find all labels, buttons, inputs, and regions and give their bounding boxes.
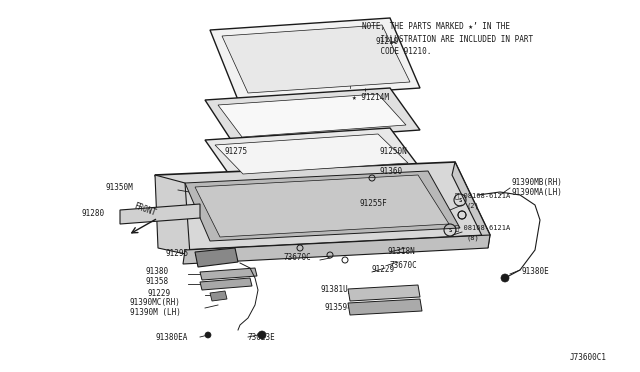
Text: 91250N: 91250N <box>380 148 408 157</box>
Text: (8): (8) <box>466 235 479 241</box>
Text: 91210: 91210 <box>376 38 399 46</box>
Text: NOTE, THE PARTS MARKED ★’ IN THE
    ILLUSTRATION ARE INCLUDED IN PART
    CODE : NOTE, THE PARTS MARKED ★’ IN THE ILLUSTR… <box>362 22 533 56</box>
Polygon shape <box>205 128 420 180</box>
Text: S: S <box>458 198 461 202</box>
Text: (2): (2) <box>466 203 479 209</box>
Text: 73670C: 73670C <box>283 253 311 262</box>
Text: 91280: 91280 <box>82 209 105 218</box>
Polygon shape <box>222 25 410 93</box>
Text: 73023E: 73023E <box>248 333 276 341</box>
Text: 91350M: 91350M <box>105 183 132 192</box>
Circle shape <box>205 332 211 338</box>
Polygon shape <box>120 204 200 224</box>
Text: 91318N: 91318N <box>388 247 416 257</box>
Polygon shape <box>210 291 227 301</box>
Polygon shape <box>195 248 238 267</box>
Text: 91380: 91380 <box>145 267 168 276</box>
Text: Ⓢ 08168-6121A: Ⓢ 08168-6121A <box>455 193 510 199</box>
Polygon shape <box>210 18 420 100</box>
Polygon shape <box>215 134 408 174</box>
Text: 91275: 91275 <box>225 148 248 157</box>
Polygon shape <box>200 268 257 280</box>
Text: FRONT: FRONT <box>132 202 157 218</box>
Circle shape <box>258 331 266 339</box>
Text: 91390MB(RH): 91390MB(RH) <box>512 179 563 187</box>
Text: 91359: 91359 <box>325 302 348 311</box>
Text: ★ 91214M: ★ 91214M <box>352 93 389 103</box>
Polygon shape <box>452 162 490 248</box>
Text: 91390MC(RH): 91390MC(RH) <box>130 298 181 308</box>
Text: Ⓢ 08168-6121A: Ⓢ 08168-6121A <box>455 225 510 231</box>
Circle shape <box>501 274 509 282</box>
Polygon shape <box>183 235 490 264</box>
Polygon shape <box>195 175 449 237</box>
Polygon shape <box>185 171 460 241</box>
Text: J73600C1: J73600C1 <box>570 353 607 362</box>
Text: 73670C: 73670C <box>390 260 418 269</box>
Text: 91390M (LH): 91390M (LH) <box>130 308 181 317</box>
Text: 91255F: 91255F <box>360 199 388 208</box>
Polygon shape <box>155 162 490 250</box>
Text: 91380E: 91380E <box>521 267 548 276</box>
Text: 91390MA(LH): 91390MA(LH) <box>512 187 563 196</box>
Text: 91295: 91295 <box>165 250 188 259</box>
Text: 91360: 91360 <box>380 167 403 176</box>
Text: 91381U: 91381U <box>320 285 348 294</box>
Text: 91229: 91229 <box>372 266 395 275</box>
Polygon shape <box>205 88 420 143</box>
Text: S: S <box>449 228 452 232</box>
Polygon shape <box>218 94 406 137</box>
Polygon shape <box>200 278 252 290</box>
Text: 91358: 91358 <box>145 278 168 286</box>
Polygon shape <box>348 299 422 315</box>
Polygon shape <box>155 175 190 255</box>
Text: 91229: 91229 <box>148 289 171 298</box>
Polygon shape <box>348 285 420 301</box>
Text: 91380EA: 91380EA <box>155 333 188 341</box>
